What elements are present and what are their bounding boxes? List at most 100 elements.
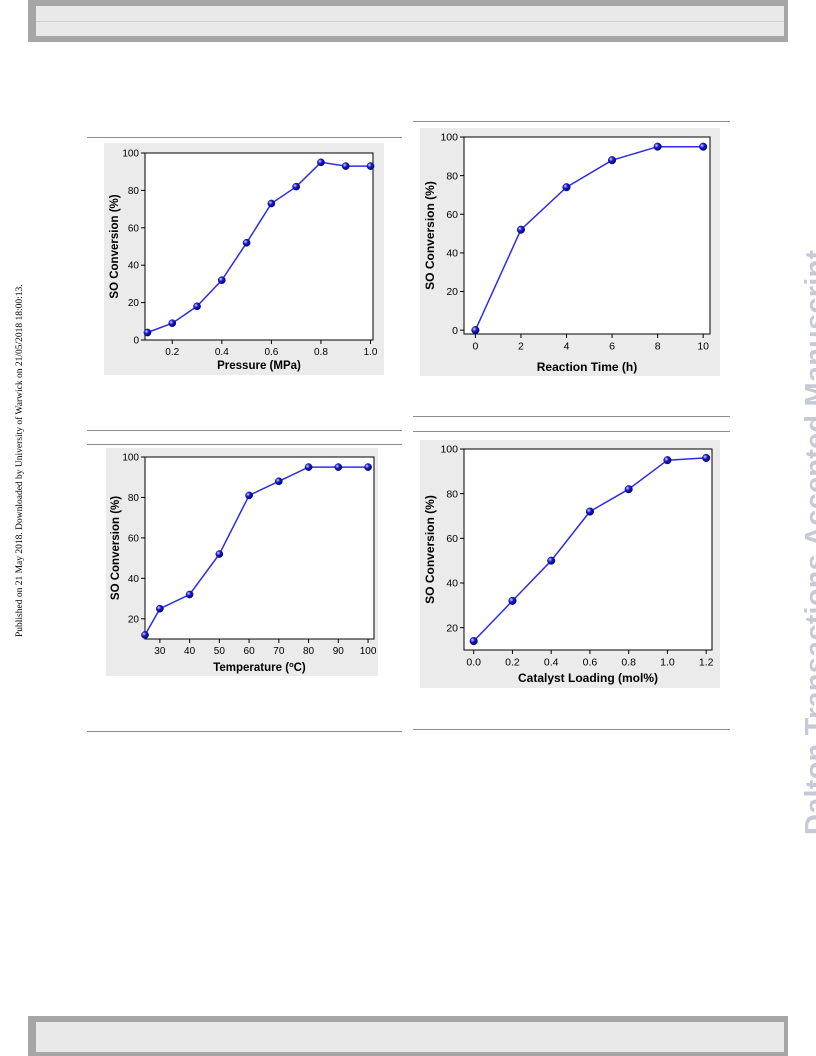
x-tick-label: 0.2 xyxy=(165,347,179,358)
y-tick-label: 60 xyxy=(128,533,140,544)
x-tick-label: 2 xyxy=(518,341,524,353)
x-tick-label: 90 xyxy=(333,646,345,657)
y-tick-label: 20 xyxy=(446,286,458,298)
x-axis-label-end: C) xyxy=(294,662,306,674)
header-divider xyxy=(36,21,784,22)
x-axis-label: Temperature (oC) xyxy=(213,660,306,675)
y-tick-label: 80 xyxy=(446,488,458,500)
x-tick-label: 1.0 xyxy=(660,657,675,669)
x-tick-label: 0.8 xyxy=(621,657,636,669)
data-point xyxy=(364,463,372,471)
figure-bottom-rule-left xyxy=(87,731,402,732)
x-axis-label: Catalyst Loading (mol%) xyxy=(518,671,658,685)
data-point xyxy=(608,156,617,165)
chart-reaction-time: 0 2 4 6 8 10 0 20 40 60 80 100 Reaction Time (h) SO C… xyxy=(420,128,720,376)
y-tick-label: 40 xyxy=(446,248,458,260)
y-tick-label: 60 xyxy=(446,533,458,545)
data-point xyxy=(141,631,149,639)
series-line xyxy=(474,145,704,331)
y-axis-label: SO Conversion (%) xyxy=(423,495,437,604)
y-tick-label: 100 xyxy=(122,149,139,160)
data-point xyxy=(242,238,251,247)
x-tick-label: 0.6 xyxy=(264,347,278,358)
data-point xyxy=(624,485,633,494)
y-axis-label: SO Conversion (%) xyxy=(109,194,121,298)
y-tick-label: 20 xyxy=(446,622,458,634)
figure-top-rule-right xyxy=(413,121,730,122)
x-axis-label: Reaction Time (h) xyxy=(537,360,637,374)
data-point xyxy=(508,596,517,605)
plot-area xyxy=(463,136,711,335)
x-tick-label: 0.4 xyxy=(215,347,229,358)
x-axis-label-superscript: o xyxy=(289,660,294,669)
x-tick-label: 100 xyxy=(360,646,377,657)
x-tick-label: 40 xyxy=(184,646,196,657)
plot-area xyxy=(144,152,374,341)
figure-mid-rule-right-a xyxy=(413,416,730,417)
data-point xyxy=(245,491,253,500)
data-point xyxy=(217,276,226,285)
data-point xyxy=(699,142,708,151)
x-tick-label: 0.4 xyxy=(544,657,559,669)
data-point xyxy=(156,604,164,613)
data-point xyxy=(317,158,325,167)
journal-watermark-text: Dalton Transactions Accepted Manuscript xyxy=(800,249,816,835)
x-tick-label: 8 xyxy=(655,341,661,353)
y-tick-label: 100 xyxy=(440,444,458,456)
y-axis-label: SO Conversion (%) xyxy=(423,181,437,290)
x-tick-label: 80 xyxy=(303,646,315,657)
y-axis-label: SO Conversion (%) xyxy=(110,496,122,600)
chart-catalyst-loading: 0.0 0.2 0.4 0.6 0.8 1.0 1.2 20 40 60 80 100 Catalyst… xyxy=(420,440,720,688)
chart-temperature: 30 40 50 60 70 80 90 100 20 40 60 80 100 Temperature … xyxy=(106,448,378,676)
x-tick-label: 0.6 xyxy=(583,657,598,669)
data-point xyxy=(143,328,152,337)
data-point xyxy=(304,463,313,471)
y-tick-label: 40 xyxy=(446,578,458,590)
chart-catalyst-loading-svg: 0.0 0.2 0.4 0.6 0.8 1.0 1.2 20 40 60 80 100 Catalyst… xyxy=(420,440,720,688)
y-tick-label: 60 xyxy=(446,209,458,221)
y-tick-label: 0 xyxy=(452,325,458,337)
y-tick-label: 80 xyxy=(446,170,458,182)
data-point xyxy=(334,463,343,471)
y-tick-label: 20 xyxy=(128,298,140,309)
figure-mid-rule-right-b xyxy=(413,431,730,432)
chart-pressure: 0.2 0.4 0.6 0.8 1.0 0 20 40 60 80 100 Pressure (MPa… xyxy=(104,143,384,375)
data-point xyxy=(193,302,201,311)
data-point xyxy=(267,199,276,208)
x-axis-label: Pressure (MPa) xyxy=(217,360,301,372)
data-point xyxy=(366,162,375,170)
plot-area xyxy=(144,456,375,640)
x-tick-label: 50 xyxy=(214,646,226,657)
data-point xyxy=(471,326,480,335)
x-tick-label: 0.0 xyxy=(466,657,481,669)
figure-mid-rule-left-a xyxy=(87,430,402,431)
data-point xyxy=(168,319,177,328)
x-tick-label: 0 xyxy=(472,341,478,353)
data-point xyxy=(585,507,594,516)
publication-note-text: Published on 21 May 2018. Downloaded by … xyxy=(15,284,25,637)
x-tick-label: 30 xyxy=(154,646,166,657)
figure-mid-rule-left-b xyxy=(87,444,402,445)
y-tick-label: 40 xyxy=(128,574,140,585)
x-tick-label: 70 xyxy=(273,646,285,657)
x-tick-label: 1.2 xyxy=(699,657,714,669)
figure-bottom-rule-right xyxy=(413,729,730,730)
header-bar xyxy=(28,0,788,42)
chart-temperature-svg: 30 40 50 60 70 80 90 100 20 40 60 80 100 Temperature … xyxy=(106,448,378,676)
y-tick-label: 100 xyxy=(440,132,458,144)
data-point xyxy=(663,456,672,465)
data-point xyxy=(292,182,301,191)
figure-top-rule-left xyxy=(87,137,402,138)
chart-pressure-svg: 0.2 0.4 0.6 0.8 1.0 0 20 40 60 80 100 Pressure (MPa… xyxy=(104,143,384,375)
data-point xyxy=(185,590,194,599)
x-tick-label: 6 xyxy=(609,341,615,353)
data-point xyxy=(702,453,711,462)
data-point xyxy=(274,477,283,486)
footer-bar-inner xyxy=(36,1022,784,1052)
data-point xyxy=(653,142,662,151)
data-point xyxy=(215,550,224,558)
data-point xyxy=(562,183,571,192)
header-bar-inner xyxy=(36,6,784,36)
y-tick-label: 20 xyxy=(128,614,140,625)
